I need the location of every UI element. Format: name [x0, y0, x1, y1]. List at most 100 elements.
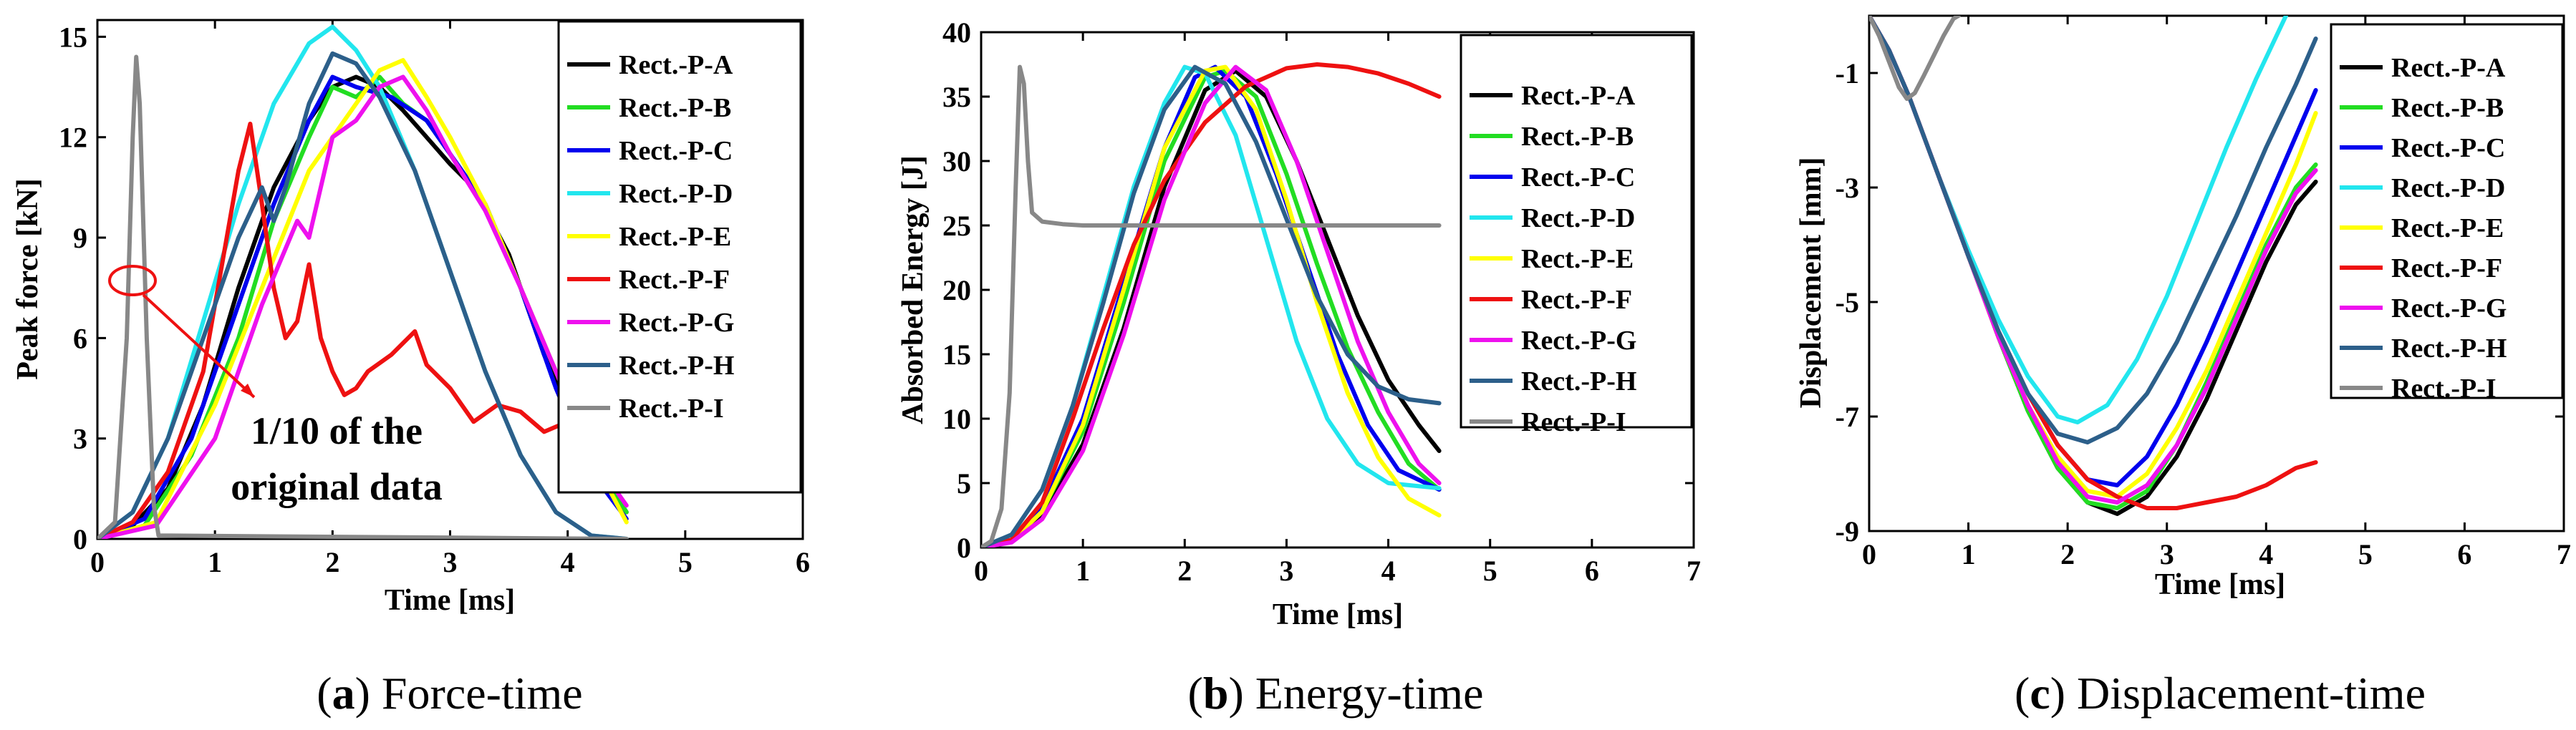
legend-label: Rect.-P-B — [619, 93, 731, 123]
legend-label: Rect.-P-H — [2391, 334, 2507, 364]
series-line-rect-p-i — [981, 64, 1442, 548]
y-tick-label: 15 — [942, 339, 971, 371]
y-tick-label: 0 — [957, 532, 971, 564]
ylabel-b: Absorbed Energy [J] — [897, 155, 930, 424]
legend-label: Rect.-P-E — [619, 222, 731, 252]
legend-label: Rect.-P-F — [1521, 285, 1632, 315]
legend-label: Rect.-P-C — [2391, 133, 2505, 163]
legend-label: Rect.-P-E — [2391, 213, 2504, 243]
y-tick-label: 12 — [59, 122, 87, 154]
legend-label: Rect.-P-G — [619, 308, 734, 338]
legend-label: Rect.-P-A — [2391, 53, 2506, 83]
x-tick-label: 7 — [2557, 538, 2571, 570]
x-tick-label: 2 — [325, 546, 339, 578]
legend-box — [557, 20, 802, 494]
y-tick-label: -9 — [1835, 515, 1859, 548]
y-tick-label: -3 — [1835, 172, 1859, 204]
legend-label: Rect.-P-B — [2391, 93, 2504, 123]
annotation-arrow — [142, 293, 256, 399]
legend-label: Rect.-P-F — [619, 265, 730, 295]
x-tick-label: 4 — [2259, 538, 2273, 570]
series-line-rect-p-i — [97, 54, 629, 539]
y-tick-label: -7 — [1835, 401, 1859, 433]
x-tick-label: 2 — [1177, 555, 1192, 587]
legend-label: Rect.-P-G — [1521, 326, 1636, 356]
legend-label: Rect.-P-G — [2391, 293, 2507, 323]
y-tick-label: 9 — [73, 222, 87, 254]
series-line-rect-p-i — [1869, 16, 1961, 101]
x-tick-label: 6 — [796, 546, 810, 578]
series-line-rect-p-h — [97, 51, 629, 539]
legend-label: Rect.-P-B — [1521, 122, 1634, 152]
y-tick-label: 15 — [59, 21, 87, 53]
series-line-rect-p-f — [97, 122, 629, 539]
x-tick-label: 0 — [90, 546, 105, 578]
legend-label: Rect.-P-H — [619, 351, 734, 381]
series-lines-b — [981, 62, 1442, 548]
x-tick-label: 4 — [1381, 555, 1396, 587]
x-tick-label: 4 — [561, 546, 575, 578]
x-tick-label: 0 — [1862, 538, 1876, 570]
annotation-arrowhead — [241, 384, 254, 397]
x-tick-label: 2 — [2060, 538, 2075, 570]
caption-b: (b) Energy-time — [1188, 668, 1484, 719]
legend-a: Rect.-P-A Rect.-P-B Rect.-P-C Rect.-P-D Rect… — [557, 20, 802, 494]
x-tick-label: 5 — [2358, 538, 2373, 570]
legend-c: Rect.-P-A Rect.-P-B Rect.-P-C Rect.-P-D Rect… — [2330, 23, 2564, 404]
y-tick-label: -1 — [1835, 57, 1859, 89]
legend-label: Rect.-P-H — [1521, 366, 1636, 396]
series-lines-c — [1869, 16, 2318, 516]
y-tick-label: 5 — [957, 467, 971, 500]
legend-label: Rect.-P-C — [619, 136, 733, 166]
y-tick-label: 6 — [73, 322, 87, 354]
x-tick-label: 3 — [2160, 538, 2174, 570]
legend-label: Rect.-P-E — [1521, 244, 1634, 274]
x-tick-label: 3 — [443, 546, 458, 578]
series-line-rect-p-h — [1869, 16, 2318, 444]
legend-box — [2330, 23, 2564, 399]
legend-label: Rect.-P-C — [1521, 162, 1635, 193]
legend-box — [1460, 34, 1693, 429]
legend-label: Rect.-P-F — [2391, 253, 2502, 283]
panel-energy-time: 0 1 2 3 4 5 6 7 0 5 10 15 20 25 30 35 40 Time [ms] Absor… — [897, 16, 1701, 719]
series-line-rect-p-e — [981, 64, 1442, 548]
xlabel-b: Time [ms] — [1273, 598, 1403, 631]
x-tick-label: 5 — [1483, 555, 1497, 587]
legend-label: Rect.-P-I — [619, 394, 724, 424]
caption-c: (c) Displacement-time — [2015, 668, 2426, 719]
x-tick-label: 6 — [1585, 555, 1599, 587]
panel-displacement-time: 0 1 2 3 4 5 6 7 -1 -3 -5 -7 -9 Time [ms] Displacemen… — [1795, 14, 2571, 719]
ticks-c: 0 1 2 3 4 5 6 7 -1 -3 -5 -7 -9 — [1835, 16, 2571, 570]
legend-label: Rect.-P-A — [619, 50, 733, 80]
ylabel-c: Displacement [mm] — [1795, 157, 1828, 408]
series-lines-a — [97, 24, 629, 539]
y-tick-label: 30 — [942, 145, 971, 177]
x-tick-label: 3 — [1279, 555, 1293, 587]
legend-label: Rect.-P-D — [2391, 173, 2505, 203]
annotation-ellipse — [108, 265, 157, 296]
y-tick-label: 20 — [942, 274, 971, 306]
legend-label: Rect.-P-I — [2391, 374, 2497, 404]
y-tick-label: 35 — [942, 81, 971, 113]
y-tick-label: -5 — [1835, 286, 1859, 318]
annotation-line-2: original data — [231, 465, 443, 508]
y-tick-label: 0 — [73, 523, 87, 555]
x-tick-label: 1 — [1076, 555, 1090, 587]
x-tick-label: 6 — [2457, 538, 2471, 570]
x-tick-label: 0 — [974, 555, 988, 587]
annotation-line-1: 1/10 of the — [251, 409, 423, 452]
caption-a: (a) Force-time — [317, 668, 582, 719]
y-tick-label: 3 — [73, 423, 87, 455]
x-tick-label: 7 — [1687, 555, 1701, 587]
ylabel-a: Peak force [kN] — [11, 178, 44, 379]
xlabel-a: Time [ms] — [385, 584, 515, 617]
y-tick-label: 25 — [942, 210, 971, 242]
series-line-rect-p-h — [981, 64, 1442, 548]
legend-b: Rect.-P-A Rect.-P-B Rect.-P-C Rect.-P-D Rect… — [1460, 34, 1693, 437]
x-tick-label: 5 — [678, 546, 693, 578]
series-line-rect-p-g — [97, 74, 629, 539]
series-line-rect-p-f — [981, 62, 1442, 548]
legend-label: Rect.-P-D — [619, 179, 733, 209]
